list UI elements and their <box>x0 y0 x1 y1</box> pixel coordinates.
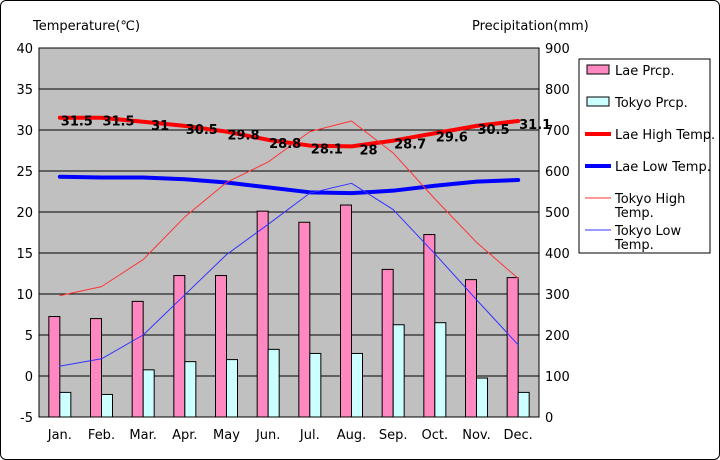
right-tick-label: 400 <box>545 247 570 262</box>
series-line <box>59 182 519 367</box>
legend-label: Tokyo Prcp. <box>614 96 688 111</box>
left-tick-label: 5 <box>25 329 33 344</box>
x-tick-label: Jul. <box>299 428 320 443</box>
bar <box>215 275 227 418</box>
x-tick-label: Mar. <box>129 428 156 443</box>
bar <box>517 391 530 418</box>
bar <box>267 348 280 418</box>
bar <box>226 359 238 418</box>
bar <box>184 361 197 418</box>
legend-label: Temp. <box>614 206 654 221</box>
plot-border <box>38 47 540 418</box>
left-tick-label: 40 <box>16 42 33 57</box>
x-tick-label: Feb. <box>88 428 115 443</box>
data-label: 31 <box>151 119 169 134</box>
data-label: 31.5 <box>61 115 93 130</box>
data-label: 28.1 <box>311 143 343 158</box>
right-tick-label: 100 <box>545 370 570 385</box>
right-tick-label: 700 <box>545 124 570 139</box>
data-label: 30.5 <box>477 123 509 138</box>
bar <box>381 268 394 418</box>
series-line <box>59 120 519 297</box>
x-tick-label: Jun. <box>255 428 280 443</box>
legend-label: Lae Prcp. <box>615 64 675 79</box>
data-label: 29.6 <box>436 130 468 145</box>
left-axis-title: Temperature(℃) <box>32 19 140 34</box>
data-label: 28.7 <box>394 138 426 153</box>
bar <box>101 393 113 418</box>
left-tick-label: 20 <box>16 206 33 221</box>
bar <box>298 221 311 418</box>
x-tick-label: Apr. <box>172 428 197 443</box>
bar <box>59 391 72 418</box>
right-tick-label: 300 <box>545 288 570 303</box>
legend-box <box>578 58 711 254</box>
right-tick-label: 200 <box>545 329 570 344</box>
legend-swatch <box>586 96 610 107</box>
data-label: 28.8 <box>269 137 301 152</box>
left-tick-label: 10 <box>16 288 33 303</box>
x-tick-label: Sep. <box>379 428 408 443</box>
x-tick-label: Aug. <box>337 428 367 443</box>
x-tick-label: Oct. <box>422 428 449 443</box>
x-tick-label: Jan. <box>47 428 72 443</box>
legend-label: Lae Low Temp. <box>615 160 711 175</box>
bar <box>309 352 322 418</box>
legend-label: Tokyo High <box>614 192 685 207</box>
left-tick-label: 25 <box>16 165 33 180</box>
bar <box>340 204 352 418</box>
bar <box>351 352 363 418</box>
legend-swatch <box>586 64 610 75</box>
left-tick-label: 15 <box>16 247 33 262</box>
bar <box>142 369 155 418</box>
series-line <box>57 174 521 196</box>
data-label: 31.5 <box>102 115 134 130</box>
bar <box>131 300 144 418</box>
bar <box>476 377 488 418</box>
right-tick-label: 900 <box>545 42 570 57</box>
legend-label: Lae High Temp. <box>615 128 715 143</box>
plot-area <box>39 48 539 417</box>
bar <box>465 279 477 418</box>
bar <box>392 324 405 418</box>
x-tick-label: Dec. <box>504 428 533 443</box>
data-label: 31.1 <box>519 118 551 133</box>
data-label: 28 <box>359 143 377 158</box>
bar <box>90 318 102 418</box>
left-tick-label: 30 <box>16 124 33 139</box>
legend-label: Temp. <box>614 238 654 253</box>
x-tick-label: Nov. <box>462 428 491 443</box>
legend-label: Tokyo Low <box>614 224 681 239</box>
bar <box>423 234 436 418</box>
left-tick-label: 35 <box>16 83 33 98</box>
x-tick-label: May <box>213 428 240 443</box>
right-tick-label: 0 <box>545 411 553 426</box>
series-line <box>57 115 521 149</box>
bar <box>48 316 61 418</box>
bar <box>434 322 447 418</box>
right-axis-title: Precipitation(mm) <box>472 19 589 34</box>
data-label: 30.5 <box>186 123 218 138</box>
right-tick-label: 500 <box>545 206 570 221</box>
left-tick-label: -5 <box>20 411 33 426</box>
bar <box>256 210 269 418</box>
right-tick-label: 800 <box>545 83 570 98</box>
bar <box>506 277 519 418</box>
right-tick-label: 600 <box>545 165 570 180</box>
data-label: 29.8 <box>227 129 259 144</box>
left-tick-label: 0 <box>25 370 33 385</box>
